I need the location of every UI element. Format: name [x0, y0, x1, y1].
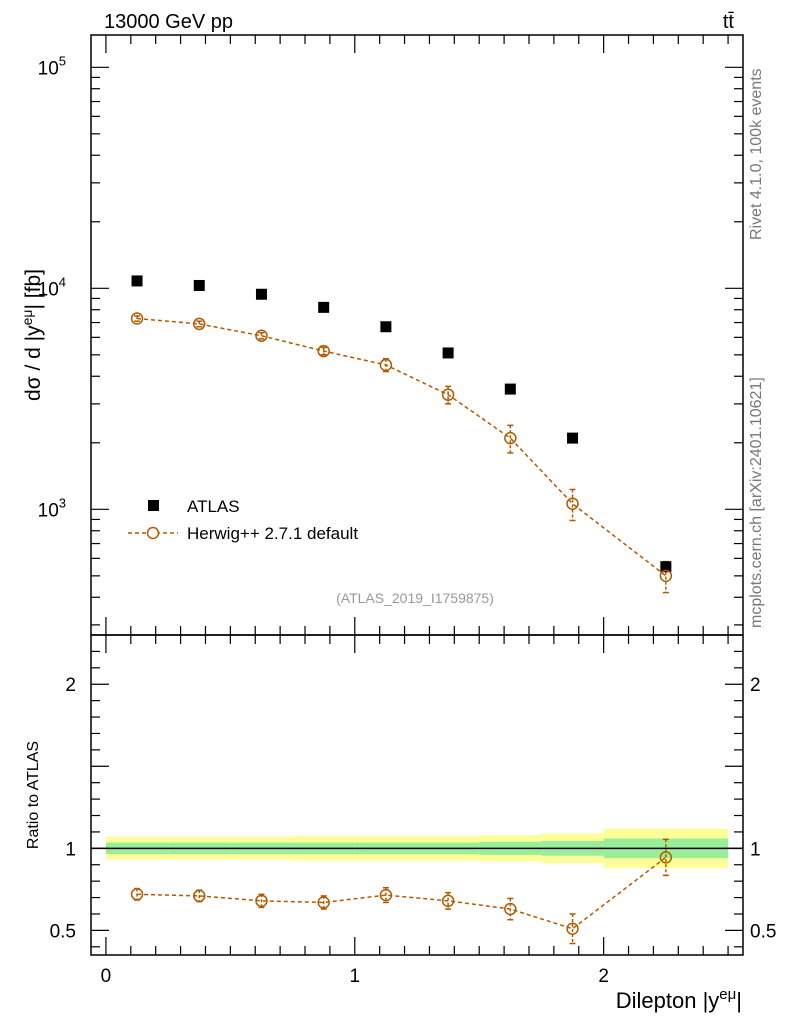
rivet-label: Rivet 4.1.0, 100k events [748, 68, 765, 240]
main-y-tick-label: 105 [38, 53, 66, 79]
atlas-point [567, 432, 579, 444]
ratio-y-axis-label: Ratio to ATLAS [25, 741, 42, 849]
mc-point [255, 329, 268, 343]
main-y-tick-label: 104 [38, 274, 66, 300]
main-y-axis-label-sup: eμ [19, 310, 35, 326]
process-label: tt̄ [723, 11, 735, 33]
atlas-point [193, 279, 205, 291]
x-tick-label: 2 [598, 966, 609, 987]
ratio-point [659, 851, 673, 864]
x-axis-label-sup: eμ [719, 986, 736, 1003]
mc-point [659, 569, 673, 583]
main-y-axis-label: dσ / d |yeμ| [fb] [19, 269, 45, 401]
ratio-marks [130, 838, 673, 945]
ratio-y-tick-label: 2 [65, 675, 76, 696]
ratio-point [504, 902, 517, 916]
mc-point [193, 317, 206, 331]
ratio-y-tick-label: 1 [65, 839, 76, 860]
mc-point [441, 388, 455, 401]
atlas-point [255, 288, 267, 300]
x-axis-label-end: | [736, 988, 742, 1013]
energy-label: 13000 GeV pp [104, 11, 233, 33]
mc-point [566, 497, 579, 510]
main-marks [130, 275, 673, 594]
main-y-tick-label-exp: 5 [59, 53, 66, 68]
atlas-point [660, 561, 672, 573]
ratio-point [566, 922, 579, 935]
ratio-plot-frame [90, 634, 744, 956]
ratio-y-ticks: 0.5 0.5 1 1 2 2 [50, 650, 776, 948]
ratio-point [441, 894, 455, 908]
atlas-point [380, 321, 392, 333]
main-plot-frame [90, 34, 744, 636]
main-x-ticks [105, 35, 729, 635]
ratio-y-tick-label: 0.5 [50, 921, 76, 942]
mcplots-label: mcplots.cern.ch [arXiv:2401.10621] [748, 377, 765, 628]
mc-point [379, 358, 393, 372]
ratio-point [317, 896, 330, 909]
ratio-point [379, 888, 393, 902]
main-y-tick-label: 103 [38, 495, 66, 521]
atlas-point [318, 301, 330, 313]
ratio-x-ticks: 0 1 2 [101, 635, 729, 987]
atlas-point [131, 275, 143, 287]
legend-atlas-marker [148, 500, 159, 511]
ratio-bands [91, 828, 743, 869]
legend: ATLAS Herwig++ 2.7.1 default [128, 497, 358, 543]
x-tick-label: 0 [101, 966, 112, 987]
ratio-point [193, 889, 206, 903]
ratio-point [130, 888, 144, 901]
legend-mc-label: Herwig++ 2.7.1 default [187, 524, 358, 543]
main-y-tick-label-exp: 4 [59, 274, 66, 289]
main-y-tick-label-exp: 3 [59, 495, 66, 510]
main-y-tick-label-base: 10 [38, 279, 59, 300]
ratio-y-tick-label-right: 0.5 [750, 921, 776, 942]
main-y-axis-label-unit: | [fb] [22, 269, 45, 309]
x-axis-label: Dilepton |yeμ| [616, 986, 742, 1013]
analysis-id: (ATLAS_2019_I1759875) [336, 590, 494, 606]
main-y-tick-label-base: 10 [38, 500, 59, 521]
ratio-y-tick-label-right: 2 [750, 675, 761, 696]
mc-point [130, 312, 144, 325]
x-axis-label-base: Dilepton |y [616, 988, 720, 1013]
ratio-plot: 0.5 0.5 1 1 2 2 0 1 2 Ratio to ATLAS [25, 634, 776, 987]
mc-point [504, 431, 517, 445]
ratio-point [255, 894, 268, 908]
mc-point [317, 344, 330, 358]
atlas-point [504, 383, 516, 395]
x-tick-label: 1 [349, 966, 360, 987]
main-y-axis-label-base: dσ / d |y [22, 325, 45, 401]
ratio-y-tick-label-right: 1 [750, 839, 761, 860]
legend-atlas-label: ATLAS [187, 497, 240, 516]
atlas-point [442, 347, 454, 359]
ratio-mc-line [137, 856, 667, 930]
main-y-tick-label-base: 10 [38, 58, 59, 79]
legend-mc-marker [146, 526, 160, 540]
